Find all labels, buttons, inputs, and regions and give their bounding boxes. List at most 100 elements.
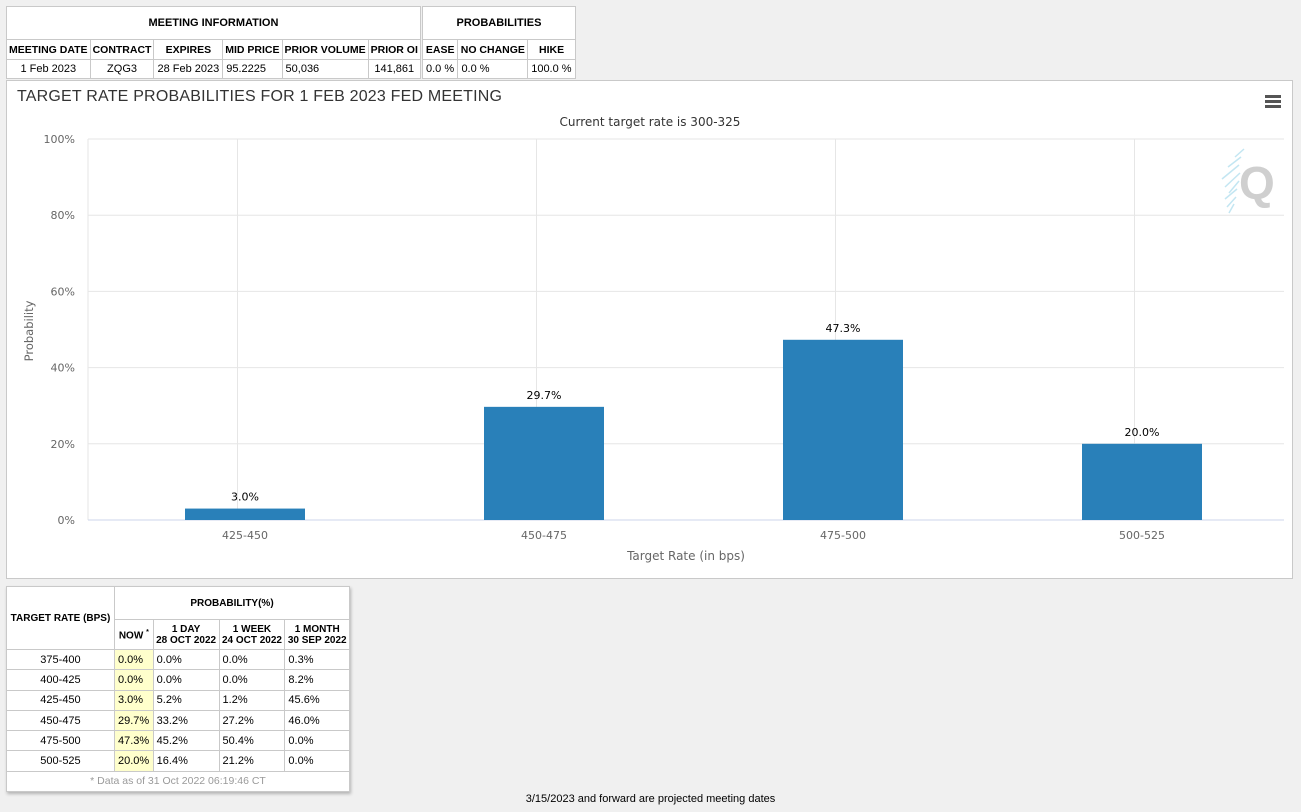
chart-subtitle: Current target rate is 300-325 xyxy=(560,115,741,129)
one-month-cell: 0.0% xyxy=(284,730,350,752)
probabilities-caption: PROBABILITIES xyxy=(422,6,576,40)
header-meeting-date: MEETING DATE xyxy=(6,39,91,60)
header-1-day: 1 DAY 28 OCT 2022 xyxy=(152,619,220,650)
one-day-cell: 5.2% xyxy=(152,689,220,711)
prior-oi-value: 141,861 xyxy=(367,59,421,79)
bar-data-label: 3.0% xyxy=(231,491,259,504)
hamburger-menu-icon[interactable] xyxy=(1265,95,1281,108)
target-rate-cell: 375-400 xyxy=(6,648,115,671)
svg-text:Q: Q xyxy=(1239,157,1275,209)
table-row: 375-400 0.0% 0.0% 0.0% 0.3% xyxy=(6,648,350,671)
header-expires: EXPIRES xyxy=(153,39,224,60)
y-tick-label: 100% xyxy=(44,133,75,146)
header-mid-price: MID PRICE xyxy=(222,39,283,60)
one-day-cell: 45.2% xyxy=(152,730,220,752)
header-hike: HIKE xyxy=(527,39,576,60)
y-tick-label: 60% xyxy=(51,285,75,298)
prior-volume-value: 50,036 xyxy=(281,59,369,79)
data-as-of-footnote: * Data as of 31 Oct 2022 06:19:46 CT xyxy=(6,770,350,792)
header-contract: CONTRACT xyxy=(89,39,155,60)
meeting-information-caption: MEETING INFORMATION xyxy=(6,6,421,40)
table-row: 425-450 3.0% 5.2% 1.2% 45.6% xyxy=(6,689,350,711)
one-week-cell: 0.0% xyxy=(218,648,286,671)
target-rate-cell: 450-475 xyxy=(6,709,115,732)
meeting-date-value: 1 Feb 2023 xyxy=(6,59,91,79)
q-logo-watermark: Q xyxy=(1221,148,1275,214)
contract-value: ZQG3 xyxy=(89,59,155,79)
one-month-cell: 45.6% xyxy=(284,689,350,711)
x-tick-label: 475-500 xyxy=(820,529,866,542)
header-ease: EASE xyxy=(421,39,459,60)
y-tick-label: 0% xyxy=(58,514,75,527)
header-no-change: NO CHANGE xyxy=(457,39,529,60)
now-label: NOW xyxy=(118,630,144,642)
bar-450-475[interactable] xyxy=(484,406,604,520)
period-1-week-label: 1 WEEK xyxy=(232,623,272,635)
header-prior-oi: PRIOR OI xyxy=(367,39,421,60)
one-week-cell: 1.2% xyxy=(218,689,286,711)
bar-data-label: 29.7% xyxy=(527,389,562,402)
now-cell: 0.0% xyxy=(113,669,154,691)
table-row: 475-500 47.3% 45.2% 50.4% 0.0% xyxy=(6,730,350,752)
probabilities-table: PROBABILITIES EASE NO CHANGE HIKE 0.0 % … xyxy=(421,6,576,79)
header-1-month: 1 MONTH 30 SEP 2022 xyxy=(284,619,350,650)
no-change-value: 0.0 % xyxy=(457,59,529,79)
now-cell: 0.0% xyxy=(113,648,154,671)
header-1-week: 1 WEEK 24 OCT 2022 xyxy=(218,619,286,650)
one-day-cell: 0.0% xyxy=(152,648,220,671)
header-probability: PROBABILITY(%) xyxy=(113,586,351,620)
header-prior-volume: PRIOR VOLUME xyxy=(281,39,369,60)
one-day-cell: 0.0% xyxy=(152,669,220,691)
now-cell: 47.3% xyxy=(113,730,154,752)
now-cell: 3.0% xyxy=(113,689,154,711)
table-row: 450-475 29.7% 33.2% 27.2% 46.0% xyxy=(6,709,350,732)
hike-value: 100.0 % xyxy=(527,59,576,79)
probability-bar-chart: Q 0% 20% 40% 60% 80% 100% 3.0% 425-450 29.7% 450-… xyxy=(22,115,1284,563)
one-day-cell: 16.4% xyxy=(152,750,220,772)
one-month-cell: 8.2% xyxy=(284,669,350,691)
mid-price-value: 95.2225 xyxy=(222,59,283,79)
y-tick-label: 20% xyxy=(51,438,75,451)
chart-title: TARGET RATE PROBABILITIES FOR 1 FEB 2023… xyxy=(17,88,503,105)
period-1-month-date: 30 SEP 2022 xyxy=(287,634,347,646)
one-month-cell: 0.3% xyxy=(284,648,350,671)
chart-panel: Q 0% 20% 40% 60% 80% 100% 3.0% 425-450 29.7% 450-… xyxy=(6,80,1293,579)
one-month-cell: 46.0% xyxy=(284,709,350,732)
x-axis-label: Target Rate (in bps) xyxy=(626,549,745,563)
expires-value: 28 Feb 2023 xyxy=(153,59,224,79)
bar-475-500[interactable] xyxy=(783,339,903,520)
now-mark: * xyxy=(146,629,149,637)
one-week-cell: 0.0% xyxy=(218,669,286,691)
now-cell: 20.0% xyxy=(113,750,154,772)
header-target-rate: TARGET RATE (BPS) xyxy=(6,586,115,650)
x-tick-label: 450-475 xyxy=(521,529,567,542)
y-tick-label: 80% xyxy=(51,209,75,222)
target-rate-cell: 500-525 xyxy=(6,750,115,772)
y-tick-label: 40% xyxy=(51,362,75,375)
one-day-cell: 33.2% xyxy=(152,709,220,732)
bar-500-525[interactable] xyxy=(1082,443,1202,520)
bar-data-label: 47.3% xyxy=(826,322,861,335)
period-1-week-date: 24 OCT 2022 xyxy=(221,634,282,646)
one-week-cell: 50.4% xyxy=(218,730,286,752)
bar-data-label: 20.0% xyxy=(1125,426,1160,439)
x-tick-label: 425-450 xyxy=(222,529,268,542)
now-cell: 29.7% xyxy=(113,709,154,732)
target-rate-table: TARGET RATE (BPS) PROBABILITY(%) NOW * 1… xyxy=(6,586,351,792)
meeting-information-table: MEETING INFORMATION MEETING DATE CONTRAC… xyxy=(6,6,421,79)
target-rate-cell: 425-450 xyxy=(6,689,115,711)
ease-value: 0.0 % xyxy=(421,59,459,79)
y-axis-label: Probability xyxy=(22,300,36,361)
projected-dates-note: 3/15/2023 and forward are projected meet… xyxy=(525,793,776,805)
table-row: 400-425 0.0% 0.0% 0.0% 8.2% xyxy=(6,669,350,691)
one-month-cell: 0.0% xyxy=(284,750,350,772)
target-rate-cell: 475-500 xyxy=(6,730,115,752)
target-rate-cell: 400-425 xyxy=(6,669,115,691)
period-1-month-label: 1 MONTH xyxy=(294,623,340,635)
bar-425-450[interactable] xyxy=(185,508,305,520)
period-1-day-date: 28 OCT 2022 xyxy=(156,634,217,646)
period-1-day-label: 1 DAY xyxy=(171,623,201,635)
header-now: NOW * xyxy=(113,619,154,650)
one-week-cell: 27.2% xyxy=(218,709,286,732)
table-row: 500-525 20.0% 16.4% 21.2% 0.0% xyxy=(6,750,350,772)
